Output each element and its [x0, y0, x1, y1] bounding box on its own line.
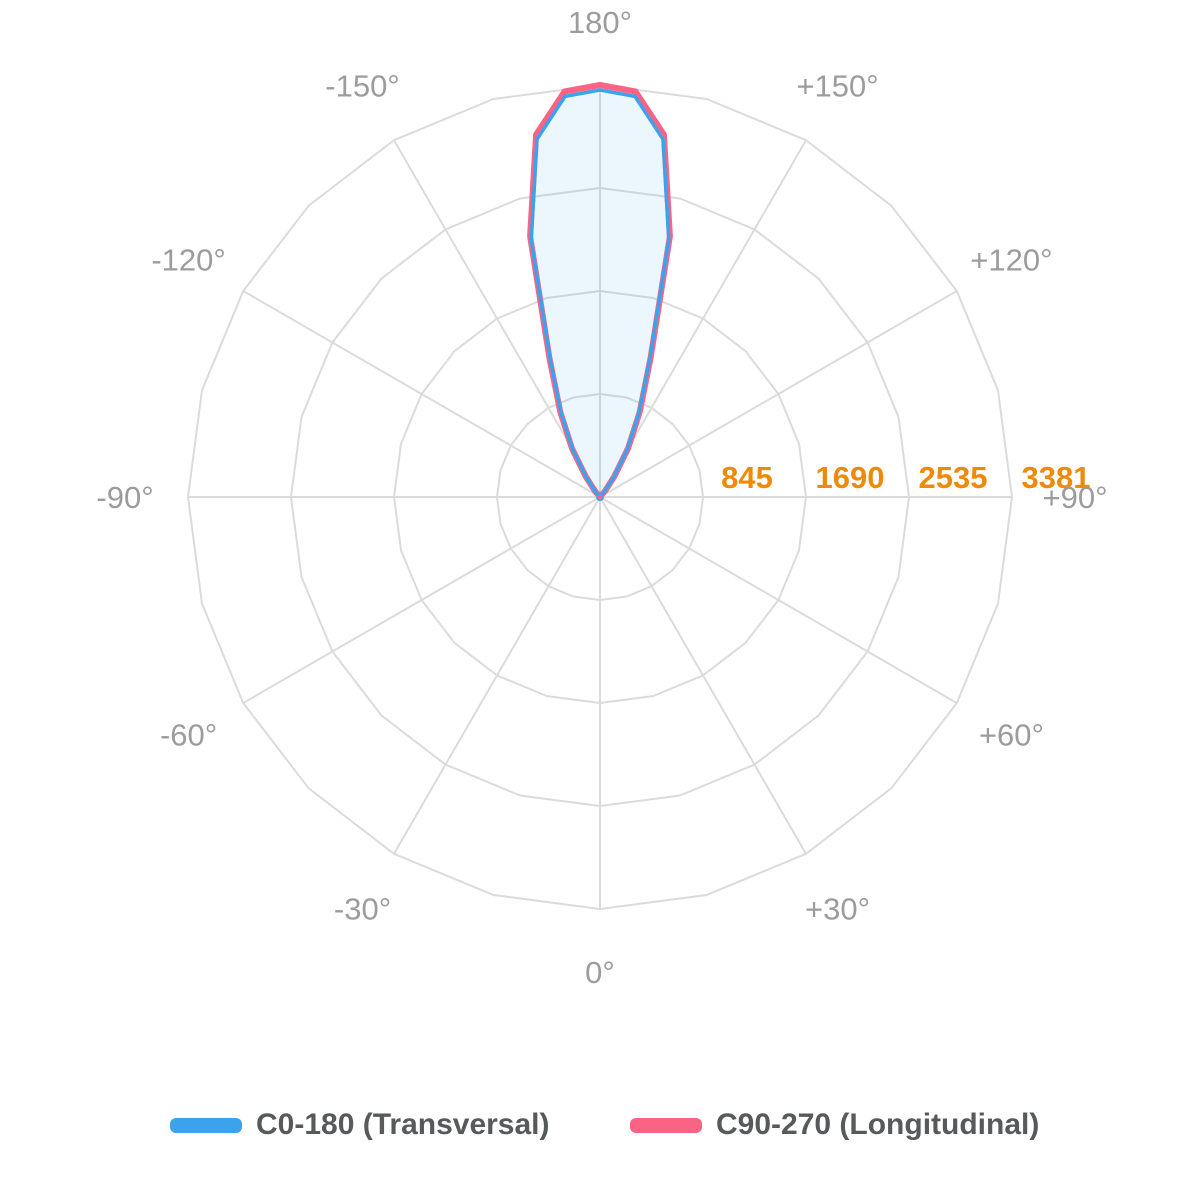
legend-label-c0-180: C0-180 (Transversal): [256, 1108, 550, 1141]
angle-label: 180°: [568, 5, 632, 40]
grid-spoke: [242, 496, 601, 704]
angle-label: +60°: [979, 718, 1044, 753]
angle-label: +90°: [1043, 480, 1108, 515]
chart-legend: C0-180 (Transversal) C90-270 (Longitudin…: [0, 1108, 1200, 1148]
angle-label: -90°: [96, 480, 153, 515]
radial-tick-label: 2535: [919, 460, 988, 495]
radial-tick-label: 1690: [816, 460, 885, 495]
legend-item-c90-270[interactable]: C90-270 (Longitudinal): [630, 1108, 1039, 1142]
c0-180-swatch: [170, 1117, 242, 1133]
grid-spoke: [599, 290, 958, 498]
angle-label: -30°: [334, 891, 391, 926]
c0-180-curve: [529, 88, 671, 499]
angle-label: +120°: [970, 243, 1052, 278]
grid-spoke: [242, 290, 601, 498]
grid-spoke: [393, 496, 601, 855]
angle-label: +30°: [805, 891, 870, 926]
legend-label-c90-270: C90-270 (Longitudinal): [716, 1108, 1040, 1141]
angle-label: -60°: [160, 718, 217, 753]
center-dot: [595, 492, 604, 501]
angle-label: -120°: [151, 243, 225, 278]
radial-tick-label: 845: [721, 460, 773, 495]
angle-label: -150°: [325, 69, 399, 104]
legend-item-c0-180[interactable]: C0-180 (Transversal): [170, 1108, 550, 1142]
angle-label: 0°: [585, 955, 615, 990]
angle-label: +150°: [796, 69, 878, 104]
grid-spoke: [599, 496, 958, 704]
c90-270-swatch: [630, 1117, 702, 1133]
grid-spoke: [599, 496, 807, 855]
radial-tick-label: 3381: [1022, 460, 1091, 495]
